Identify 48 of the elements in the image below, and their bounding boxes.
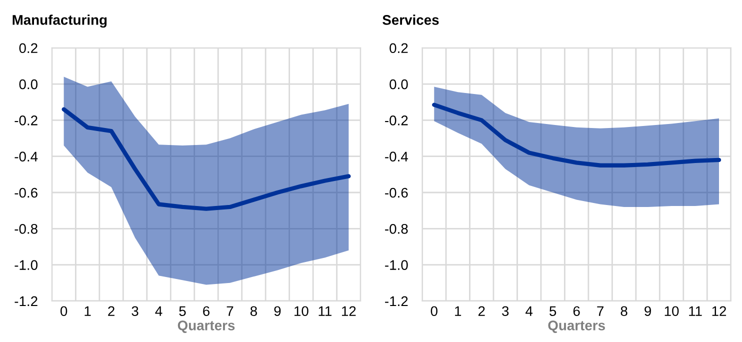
x-tick-label: 4 — [526, 306, 533, 316]
y-tick-label: -0.6 — [14, 188, 38, 198]
x-tick-label: 12 — [342, 306, 356, 316]
x-tick-label: 2 — [478, 306, 485, 316]
x-tick-label: 7 — [226, 306, 234, 316]
x-tick-label: 10 — [664, 306, 679, 316]
chart-title: Manufacturing — [12, 14, 107, 28]
x-tick-label: 8 — [620, 306, 628, 316]
y-tick-label: -1.2 — [14, 296, 38, 306]
x-tick-label: 1 — [84, 306, 91, 316]
x-axis-title: Quarters — [178, 320, 235, 333]
y-tick-label: 0.2 — [390, 43, 408, 54]
y-tick-label: -1.0 — [385, 260, 408, 270]
x-tick-label: 0 — [430, 306, 438, 316]
x-tick-label: 3 — [502, 306, 509, 316]
x-tick-label: 2 — [108, 306, 114, 316]
x-tick-label: 5 — [179, 306, 186, 316]
y-tick-label: 0.2 — [19, 43, 38, 54]
y-tick-label: -0.2 — [385, 116, 408, 126]
chart-title: Services — [382, 14, 439, 25]
y-tick-label: -0.4 — [14, 152, 38, 162]
x-tick-label: 3 — [132, 306, 138, 316]
y-tick-label: -0.8 — [14, 224, 38, 234]
x-tick-label: 4 — [155, 306, 162, 316]
x-tick-label: 11 — [318, 306, 332, 316]
y-tick-label: -1.0 — [14, 260, 38, 270]
y-tick-label: -0.6 — [385, 188, 408, 198]
y-tick-label: 0.0 — [390, 79, 408, 90]
y-tick-label: -0.2 — [14, 116, 38, 126]
x-tick-label: 7 — [597, 306, 604, 316]
x-tick-label: 6 — [573, 306, 580, 316]
x-axis-title: Quarters — [548, 320, 605, 333]
x-tick-label: 12 — [712, 306, 726, 316]
x-tick-label: 1 — [455, 306, 462, 316]
x-tick-label: 9 — [274, 306, 281, 316]
y-tick-label: -1.2 — [385, 296, 408, 306]
x-tick-label: 6 — [203, 306, 210, 316]
y-tick-label: 0.0 — [19, 79, 38, 90]
y-tick-label: -0.8 — [385, 224, 408, 234]
line-series — [432, 102, 722, 168]
x-tick-label: 0 — [60, 306, 68, 316]
x-tick-label: 9 — [644, 306, 651, 316]
x-tick-label: 8 — [250, 306, 257, 316]
x-tick-label: 11 — [689, 306, 702, 316]
y-tick-label: -0.4 — [385, 152, 408, 162]
x-tick-label: 5 — [550, 306, 556, 316]
x-tick-label: 10 — [294, 306, 308, 316]
line-series — [62, 107, 351, 211]
